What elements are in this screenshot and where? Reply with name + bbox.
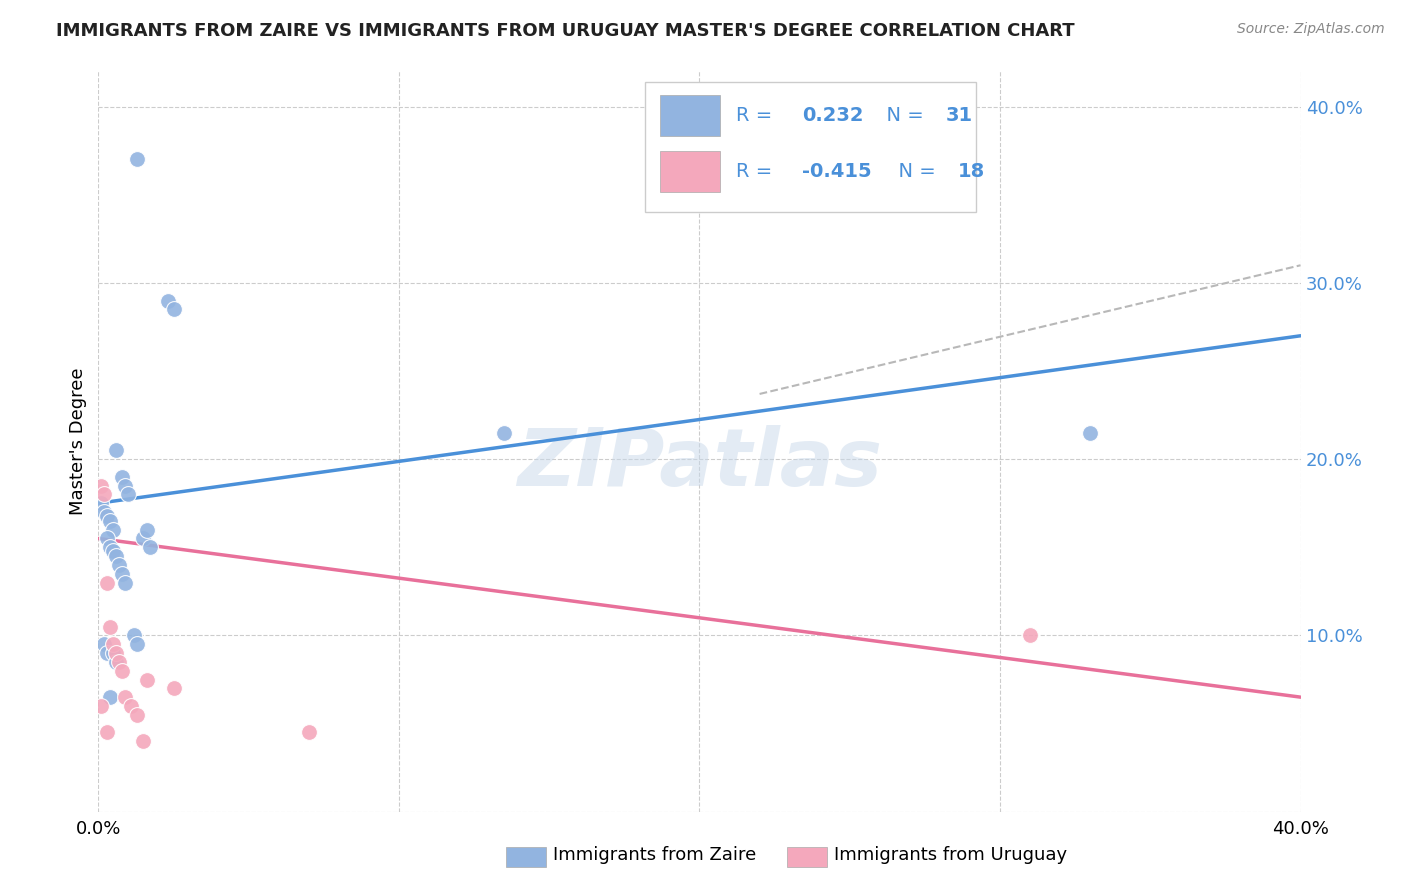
- Text: Immigrants from Uruguay: Immigrants from Uruguay: [834, 846, 1067, 863]
- Point: [93, 487, 115, 501]
- Text: R =: R =: [735, 106, 778, 125]
- Point: [103, 637, 125, 651]
- Point: [111, 470, 134, 484]
- Point: [114, 575, 136, 590]
- Point: [100, 619, 122, 633]
- Point: [105, 443, 128, 458]
- Point: [96, 646, 118, 660]
- Text: R =: R =: [735, 162, 778, 181]
- Text: IMMIGRANTS FROM ZAIRE VS IMMIGRANTS FROM URUGUAY MASTER'S DEGREE CORRELATION CHA: IMMIGRANTS FROM ZAIRE VS IMMIGRANTS FROM…: [56, 22, 1074, 40]
- Point: [90, 478, 112, 492]
- Point: [162, 681, 184, 696]
- Text: 0.232: 0.232: [801, 106, 863, 125]
- Point: [111, 664, 134, 678]
- Text: 31: 31: [946, 106, 973, 125]
- Point: [96, 508, 118, 523]
- Point: [132, 734, 155, 748]
- Bar: [659, 95, 720, 136]
- Point: [138, 541, 160, 555]
- Point: [114, 478, 136, 492]
- Point: [105, 655, 128, 669]
- Point: [90, 496, 112, 510]
- Point: [103, 523, 125, 537]
- Point: [103, 646, 125, 660]
- Point: [162, 302, 184, 317]
- Point: [127, 707, 149, 722]
- Point: [135, 523, 157, 537]
- Bar: [659, 152, 720, 192]
- Point: [93, 637, 115, 651]
- Text: Immigrants from Zaire: Immigrants from Zaire: [553, 846, 756, 863]
- FancyBboxPatch shape: [645, 82, 976, 212]
- Point: [117, 487, 139, 501]
- Point: [114, 690, 136, 705]
- Point: [1019, 628, 1042, 642]
- Point: [103, 544, 125, 558]
- Point: [132, 532, 155, 546]
- Point: [494, 425, 516, 440]
- Point: [124, 628, 146, 642]
- Text: ZIPatlas: ZIPatlas: [517, 425, 882, 503]
- Text: 18: 18: [957, 162, 986, 181]
- Text: N =: N =: [873, 106, 929, 125]
- Point: [1078, 425, 1101, 440]
- Point: [100, 690, 122, 705]
- Text: -0.415: -0.415: [801, 162, 872, 181]
- Point: [298, 725, 321, 739]
- Point: [96, 532, 118, 546]
- Text: Source: ZipAtlas.com: Source: ZipAtlas.com: [1237, 22, 1385, 37]
- Y-axis label: Master's Degree: Master's Degree: [69, 368, 87, 516]
- Point: [105, 646, 128, 660]
- Point: [96, 575, 118, 590]
- Point: [93, 505, 115, 519]
- Point: [111, 566, 134, 581]
- Point: [127, 153, 149, 167]
- Point: [100, 514, 122, 528]
- Point: [135, 673, 157, 687]
- Point: [96, 725, 118, 739]
- Point: [90, 698, 112, 713]
- Point: [127, 637, 149, 651]
- Point: [156, 293, 179, 308]
- Point: [105, 549, 128, 563]
- Point: [121, 698, 143, 713]
- Point: [108, 655, 131, 669]
- Point: [108, 558, 131, 572]
- Text: N =: N =: [886, 162, 942, 181]
- Point: [100, 541, 122, 555]
